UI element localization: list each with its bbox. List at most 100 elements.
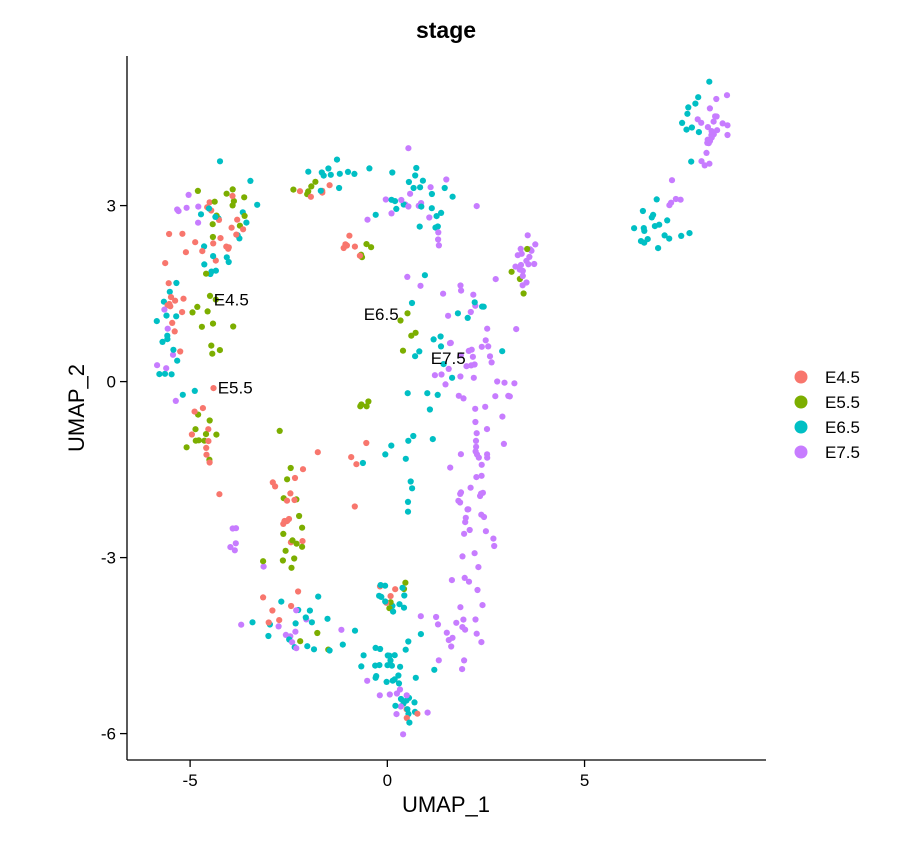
point-E7.5 xyxy=(443,176,450,183)
point-E7.5 xyxy=(467,308,474,316)
point-E7.5 xyxy=(462,514,469,521)
point-E7.5 xyxy=(478,472,485,479)
point-E7.5 xyxy=(724,122,731,129)
point-E6.5 xyxy=(402,646,409,653)
point-E5.5 xyxy=(206,292,214,299)
point-E4.5 xyxy=(281,518,288,525)
point-E4.5 xyxy=(206,199,213,206)
point-E7.5 xyxy=(506,393,513,400)
point-E5.5 xyxy=(408,332,415,339)
point-E7.5 xyxy=(472,437,480,444)
point-E7.5 xyxy=(465,347,472,354)
point-E4.5 xyxy=(233,231,240,238)
legend-label: E7.5 xyxy=(825,443,860,462)
scatter-points xyxy=(153,78,731,738)
point-E6.5 xyxy=(179,391,186,398)
point-E4.5 xyxy=(191,408,198,415)
point-E6.5 xyxy=(437,343,445,350)
x-axis-ticks: -5 0 5 xyxy=(183,760,589,790)
point-E7.5 xyxy=(435,229,442,236)
point-E7.5 xyxy=(461,574,468,582)
point-E5.5 xyxy=(402,579,409,586)
point-E7.5 xyxy=(448,643,455,650)
point-E6.5 xyxy=(395,680,403,687)
point-E6.5 xyxy=(440,361,447,368)
point-E5.5 xyxy=(198,323,205,330)
point-E7.5 xyxy=(706,160,713,167)
point-E4.5 xyxy=(326,182,333,189)
point-E6.5 xyxy=(389,677,396,684)
point-E7.5 xyxy=(701,162,708,169)
point-E7.5 xyxy=(461,530,468,537)
point-E4.5 xyxy=(180,295,187,302)
point-E4.5 xyxy=(199,248,206,255)
point-E7.5 xyxy=(232,525,240,532)
point-E7.5 xyxy=(499,413,506,420)
point-E7.5 xyxy=(397,703,404,710)
point-E5.5 xyxy=(189,309,196,316)
point-E6.5 xyxy=(416,348,423,355)
point-E6.5 xyxy=(397,695,405,703)
point-E6.5 xyxy=(401,592,408,599)
point-E6.5 xyxy=(499,348,506,355)
point-E4.5 xyxy=(299,466,307,473)
point-E6.5 xyxy=(406,719,413,726)
point-E7.5 xyxy=(698,158,705,165)
point-E5.5 xyxy=(209,350,216,357)
point-E7.5 xyxy=(398,196,405,204)
point-E7.5 xyxy=(446,340,454,347)
point-E7.5 xyxy=(706,105,714,112)
point-E5.5 xyxy=(288,564,295,571)
point-E7.5 xyxy=(232,540,239,547)
point-E6.5 xyxy=(640,225,647,232)
point-E6.5 xyxy=(402,455,409,462)
point-E6.5 xyxy=(650,211,657,218)
point-E7.5 xyxy=(513,326,520,333)
x-axis-title: UMAP_1 xyxy=(402,792,490,817)
point-E6.5 xyxy=(324,615,331,622)
point-E5.5 xyxy=(365,398,372,405)
point-E4.5 xyxy=(342,241,349,248)
point-E6.5 xyxy=(391,652,398,659)
point-E6.5 xyxy=(351,627,359,634)
y-axis-title: UMAP_2 xyxy=(64,364,89,452)
y-tick-label: 3 xyxy=(107,197,116,216)
point-E7.5 xyxy=(473,451,481,458)
point-E7.5 xyxy=(393,690,400,697)
point-E7.5 xyxy=(457,282,464,289)
point-E6.5 xyxy=(390,608,397,615)
point-E4.5 xyxy=(296,188,304,195)
point-E4.5 xyxy=(414,710,421,717)
point-E4.5 xyxy=(206,459,213,466)
point-E4.5 xyxy=(169,319,176,326)
point-E6.5 xyxy=(351,170,358,177)
point-E6.5 xyxy=(384,652,391,659)
point-E7.5 xyxy=(458,287,465,294)
point-E6.5 xyxy=(392,702,399,709)
point-E7.5 xyxy=(463,363,470,370)
point-E6.5 xyxy=(411,699,418,706)
point-E6.5 xyxy=(431,666,438,673)
point-E4.5 xyxy=(363,439,370,447)
point-E5.5 xyxy=(299,524,306,531)
point-E5.5 xyxy=(194,303,201,310)
point-E7.5 xyxy=(472,418,479,426)
point-E6.5 xyxy=(197,211,205,218)
point-E7.5 xyxy=(501,379,508,386)
point-E6.5 xyxy=(304,643,311,650)
point-E6.5 xyxy=(388,196,395,203)
point-E6.5 xyxy=(265,632,272,640)
point-E6.5 xyxy=(318,169,325,176)
point-E6.5 xyxy=(644,236,651,243)
point-E4.5 xyxy=(167,303,174,310)
point-E7.5 xyxy=(672,195,680,203)
point-E6.5 xyxy=(426,406,433,413)
point-E6.5 xyxy=(278,598,285,605)
point-E6.5 xyxy=(685,104,692,111)
point-E7.5 xyxy=(469,353,476,360)
point-E7.5 xyxy=(293,645,300,652)
point-E4.5 xyxy=(203,451,210,458)
point-E4.5 xyxy=(283,497,291,504)
point-E4.5 xyxy=(225,244,232,251)
